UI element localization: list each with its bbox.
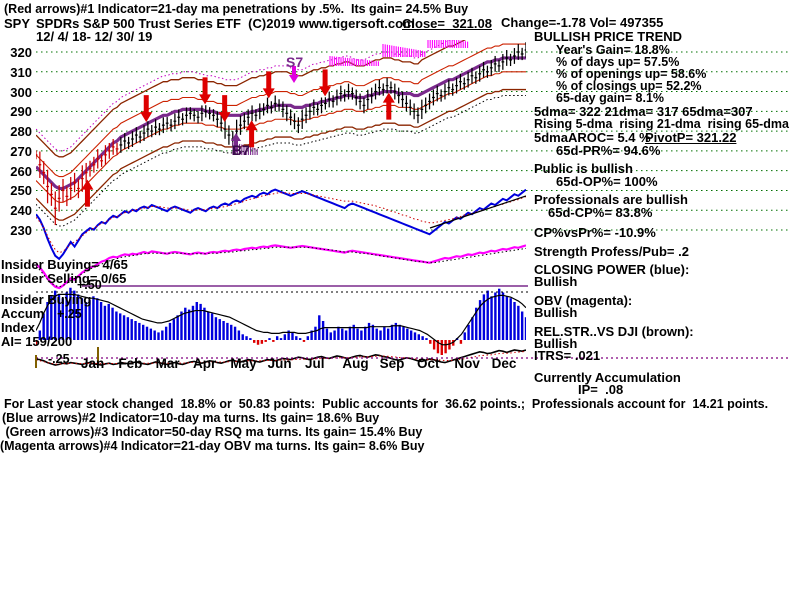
signal-arrow-up-6 <box>382 92 395 120</box>
date-range: 12/ 4/ 18- 12/ 30/ 19 <box>36 29 153 44</box>
signal-arrow-up-7 <box>81 179 94 207</box>
close-price: Close= 321.08 <box>402 16 492 31</box>
y-tick-310: 310 <box>10 64 32 80</box>
x-label-sep: Sep <box>379 356 405 371</box>
y-tick-270: 270 <box>10 143 32 159</box>
signal-label-b7: B7 <box>232 142 250 158</box>
accum-plus50-label: +.50 <box>77 278 102 292</box>
insider-selling-count: Insider Selling= 0/65 <box>1 271 127 286</box>
x-label-jun: Jun <box>267 356 292 371</box>
footer-summary: For Last year stock changed 18.8% or 50.… <box>4 397 769 411</box>
x-label-aug: Aug <box>342 356 369 371</box>
y-tick-290: 290 <box>10 104 32 120</box>
sidebar-closing-power-value: Bullish <box>534 274 578 289</box>
y-tick-230: 230 <box>10 223 32 238</box>
accum-index-value: AI= 159/200 <box>1 334 73 349</box>
sidebar-title: BULLISH PRICE TREND <box>534 29 683 44</box>
sidebar-65d-cp: 65d-CP%= 83.8% <box>548 205 653 220</box>
signal-label-s7: S7 <box>286 54 304 70</box>
sidebar-obv-title: OBV (magenta): <box>534 293 633 308</box>
sidebar-professionals-status: Professionals are bullish <box>534 192 688 207</box>
sidebar-ip-value: IP= .08 <box>578 382 624 397</box>
sidebar-closing-power-title: CLOSING POWER (blue): <box>534 262 690 277</box>
sidebar-stat-openings-up: % of openings up= 58.6% <box>556 67 707 81</box>
accum-plus25-label: +.25 <box>57 307 82 321</box>
signal-arrow-down-2 <box>218 95 231 123</box>
sidebar-accum-title: Currently Accumulation <box>534 370 681 385</box>
security-name: SPDRs S&P 500 Trust Series ETF (C)2019 w… <box>36 16 415 31</box>
ticker-symbol: SPY <box>4 16 31 31</box>
signal-arrow-down-4 <box>319 69 332 97</box>
indicator-1-header: (Red arrows)#1 Indicator=21-day ma penet… <box>4 2 469 16</box>
accum-minus25-label: -.25 <box>48 352 70 366</box>
signal-arrow-down-1 <box>199 77 212 105</box>
x-label-may: May <box>230 356 257 371</box>
x-label-dec: Dec <box>491 356 517 371</box>
x-label-feb: Feb <box>118 356 143 371</box>
y-tick-280: 280 <box>10 124 32 140</box>
y-tick-320: 320 <box>10 45 32 60</box>
signal-arrow-down-3 <box>262 71 275 99</box>
sidebar-stat-closings-up: % of closings up= 52.2% <box>556 79 702 93</box>
y-tick-240: 240 <box>10 203 32 219</box>
y-tick-250: 250 <box>10 183 32 199</box>
accum-index-label-2: Accum <box>1 306 45 321</box>
accum-index-label-1: Insider Buying <box>1 292 92 307</box>
sidebar-relstr-title: REL.STR..VS DJI (brown): <box>534 324 694 339</box>
x-label-nov: Nov <box>454 356 480 371</box>
change-volume: Change=-1.78 Vol= 497355 <box>501 15 664 30</box>
footer-indicator-2: (Blue arrows)#2 Indicator=10-day ma turn… <box>2 411 380 425</box>
sidebar-cp-vs-pr: CP%vsPr%= -10.9% <box>534 225 656 240</box>
x-label-apr: Apr <box>193 356 217 371</box>
signal-arrow-down-0 <box>140 95 153 123</box>
sidebar-pivot-point: PivotP= 321.22 <box>645 130 737 145</box>
x-label-jul: Jul <box>305 356 325 371</box>
sidebar-stat-65day-gain: 65-day gain= 8.1% <box>556 91 665 105</box>
accum-index-label-3: Index <box>1 320 35 335</box>
sidebar-obv-value: Bullish <box>534 305 578 320</box>
x-label-jan: Jan <box>81 356 105 371</box>
y-tick-300: 300 <box>10 84 32 100</box>
sidebar-relstr-value: Bullish <box>534 336 578 351</box>
x-label-mar: Mar <box>155 356 180 371</box>
x-label-oct: Oct <box>417 356 440 371</box>
footer-indicator-3: (Green arrows)#3 Indicator=50-day RSQ ma… <box>2 425 423 439</box>
sidebar-strength-ratio: Strength Profess/Pub= .2 <box>534 244 689 259</box>
sidebar-stat-years-gain: Year's Gain= 18.8% <box>556 43 670 57</box>
insider-buying-count: Insider Buying= 4/65 <box>1 257 128 272</box>
y-tick-260: 260 <box>10 163 32 179</box>
sidebar-stat-days-up: % of days up= 57.5% <box>556 55 680 69</box>
sidebar-itrs: ITRS= .021 <box>534 348 601 363</box>
sidebar-65d-op: 65d-OP%= 100% <box>556 174 658 189</box>
sidebar-aroc: 5dmaAROC= 5.4 % <box>534 130 651 145</box>
footer-indicator-4: (Magenta arrows)#4 Indicator=21-day OBV … <box>0 439 425 453</box>
sidebar-rising-mas: Rising 5-dma rising 21-dma rising 65-dma <box>534 117 789 131</box>
sidebar-public-status: Public is bullish <box>534 161 633 176</box>
sidebar-65d-pr: 65d-PR%= 94.6% <box>556 143 661 158</box>
sidebar-moving-averages: 5dma= 322 21dma= 317 65dma=307 <box>534 104 753 119</box>
